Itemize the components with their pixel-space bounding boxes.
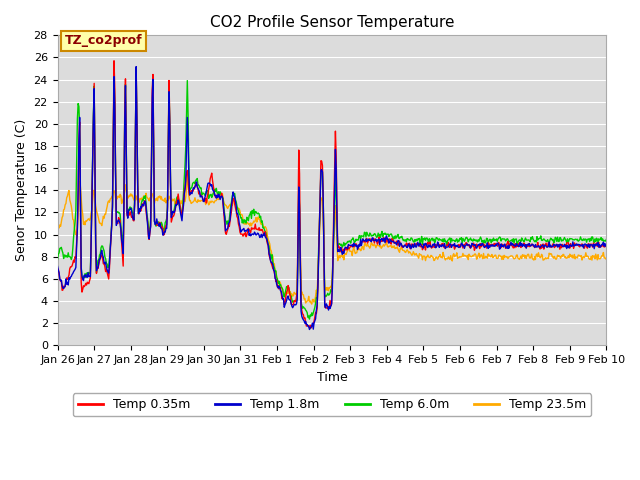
Text: TZ_co2prof: TZ_co2prof xyxy=(65,35,142,48)
Y-axis label: Senor Temperature (C): Senor Temperature (C) xyxy=(15,119,28,262)
Legend: Temp 0.35m, Temp 1.8m, Temp 6.0m, Temp 23.5m: Temp 0.35m, Temp 1.8m, Temp 6.0m, Temp 2… xyxy=(73,394,591,417)
Title: CO2 Profile Sensor Temperature: CO2 Profile Sensor Temperature xyxy=(210,15,454,30)
X-axis label: Time: Time xyxy=(317,371,348,384)
